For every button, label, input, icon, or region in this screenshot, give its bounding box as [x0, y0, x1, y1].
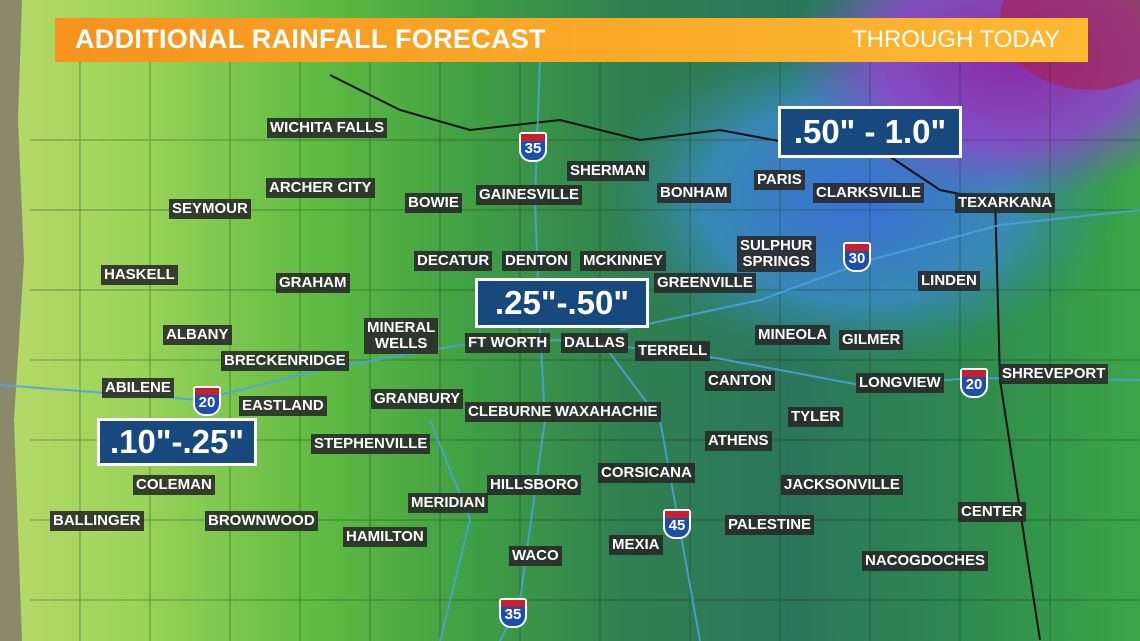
city-label: DALLAS	[561, 333, 628, 353]
rainfall-range: .50" - 1.0"	[778, 106, 962, 158]
city-label: SHERMAN	[567, 161, 649, 181]
city-label: CENTER	[958, 502, 1026, 522]
city-label: WAXAHACHIE	[552, 402, 661, 422]
city-label: MEXIA	[609, 535, 663, 555]
city-label: COLEMAN	[133, 475, 215, 495]
city-label: PALESTINE	[725, 515, 815, 535]
city-label: ABILENE	[102, 378, 174, 398]
city-label: HAMILTON	[343, 527, 427, 547]
city-label: TEXARKANA	[955, 193, 1056, 213]
city-label: HILLSBORO	[487, 475, 582, 495]
city-label: TYLER	[788, 407, 844, 427]
city-label: GILMER	[839, 330, 904, 350]
city-label: WACO	[509, 546, 562, 566]
highway-shield: 45	[663, 509, 691, 539]
city-label: LINDEN	[918, 271, 980, 291]
city-label: SULPHUR SPRINGS	[737, 236, 816, 272]
city-label: CANTON	[705, 371, 775, 391]
city-label: EASTLAND	[239, 396, 327, 416]
city-label: MINEOLA	[755, 325, 831, 345]
city-label: SEYMOUR	[169, 199, 251, 219]
city-label: BONHAM	[657, 183, 731, 203]
city-label: BALLINGER	[50, 511, 144, 531]
city-label: GRANBURY	[371, 389, 464, 409]
city-label: ALBANY	[163, 325, 232, 345]
highway-shield: 35	[499, 598, 527, 628]
city-label: STEPHENVILLE	[311, 434, 431, 454]
city-label: CORSICANA	[598, 463, 695, 483]
city-label: FT WORTH	[465, 333, 551, 353]
city-label: ATHENS	[705, 431, 772, 451]
city-label: WICHITA FALLS	[267, 118, 388, 138]
city-label: LONGVIEW	[856, 373, 944, 393]
city-label: TERRELL	[635, 341, 711, 361]
city-label: MERIDIAN	[408, 493, 489, 513]
highway-shield: 20	[193, 386, 221, 416]
city-label: CLARKSVILLE	[813, 183, 924, 203]
city-label: GRAHAM	[276, 273, 350, 293]
rainfall-range: .10"-.25"	[97, 418, 257, 466]
city-label: BROWNWOOD	[205, 511, 318, 531]
city-label: MCKINNEY	[580, 251, 667, 271]
header-subtitle: THROUGH TODAY	[851, 26, 1060, 53]
highway-shield: 20	[960, 368, 988, 398]
city-label: NACOGDOCHES	[862, 551, 989, 571]
city-label: JACKSONVILLE	[781, 475, 903, 495]
city-label: ARCHER CITY	[266, 178, 375, 198]
city-label: BOWIE	[405, 193, 462, 213]
highway-shield: 35	[519, 132, 547, 162]
rainfall-range: .25"-.50"	[475, 278, 649, 328]
city-label: SHREVEPORT	[999, 364, 1109, 384]
header-title: ADDITIONAL RAINFALL FORECAST	[75, 24, 546, 54]
city-label: DECATUR	[414, 251, 493, 271]
city-label: MINERAL WELLS	[364, 318, 439, 354]
city-label: GREENVILLE	[654, 273, 756, 293]
city-label: DENTON	[502, 251, 572, 271]
city-label: BRECKENRIDGE	[221, 351, 349, 371]
city-label: HASKELL	[101, 265, 178, 285]
highway-shield: 30	[843, 242, 871, 272]
city-label: CLEBURNE	[465, 402, 555, 422]
header-bar: ADDITIONAL RAINFALL FORECAST THROUGH TOD…	[55, 18, 1088, 62]
city-label: GAINESVILLE	[476, 185, 583, 205]
city-label: PARIS	[754, 170, 805, 190]
